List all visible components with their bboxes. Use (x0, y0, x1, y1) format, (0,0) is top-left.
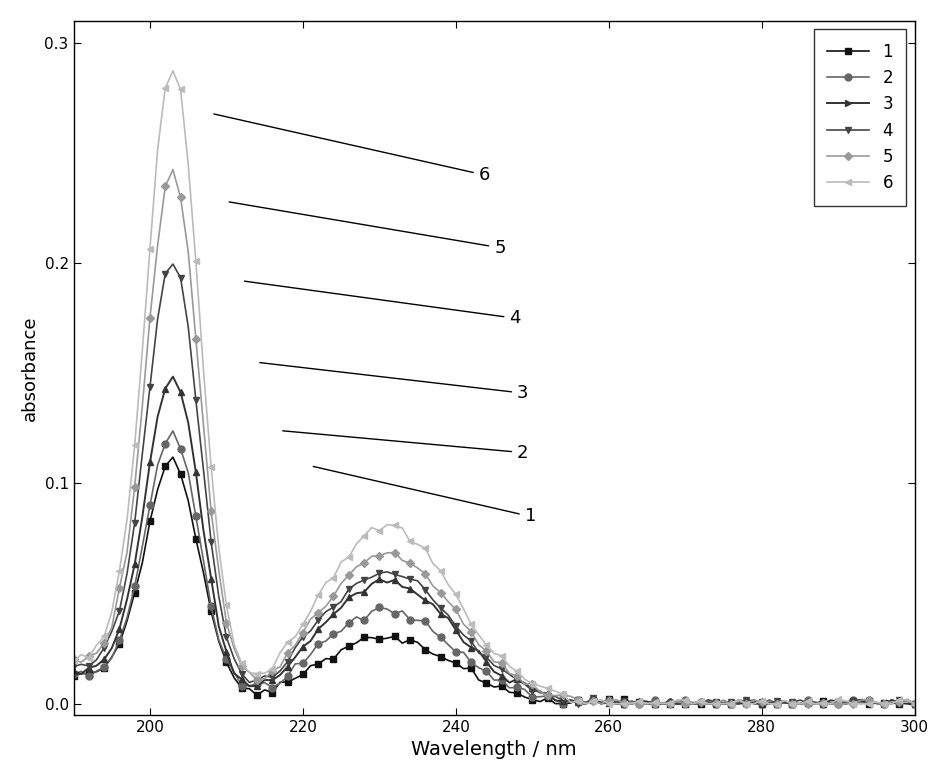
1 (558, 699, 569, 708)
Line: 3: 3 (70, 373, 918, 707)
Text: 3: 3 (259, 363, 528, 402)
5 (389, 548, 400, 557)
4 (389, 569, 400, 579)
3 (389, 575, 400, 584)
3 (167, 372, 179, 381)
Text: 2: 2 (283, 431, 528, 462)
1 (466, 664, 477, 673)
2 (466, 658, 477, 667)
X-axis label: Wavelength / nm: Wavelength / nm (411, 740, 577, 759)
5 (267, 666, 278, 675)
5 (466, 627, 477, 636)
4 (67, 661, 79, 671)
1 (894, 699, 905, 708)
Line: 2: 2 (70, 427, 918, 707)
Legend: 1, 2, 3, 4, 5, 6: 1, 2, 3, 4, 5, 6 (814, 29, 906, 205)
5 (67, 654, 79, 664)
6 (909, 699, 921, 708)
Text: 1: 1 (314, 466, 536, 526)
6 (894, 695, 905, 704)
3 (580, 699, 592, 708)
Line: 6: 6 (70, 67, 918, 707)
4 (167, 260, 179, 269)
6 (67, 657, 79, 666)
2 (167, 426, 179, 435)
6 (267, 664, 278, 673)
4 (909, 699, 921, 708)
1 (909, 699, 921, 708)
Text: 6: 6 (214, 114, 490, 184)
3 (290, 652, 301, 661)
Y-axis label: absorbance: absorbance (21, 315, 39, 420)
1 (389, 632, 400, 641)
Line: 5: 5 (70, 167, 918, 707)
4 (565, 696, 577, 705)
2 (894, 697, 905, 707)
2 (558, 699, 569, 708)
1 (67, 671, 79, 680)
6 (167, 66, 179, 76)
5 (580, 699, 592, 708)
5 (894, 697, 905, 707)
2 (290, 659, 301, 668)
6 (565, 697, 577, 707)
1 (267, 688, 278, 697)
3 (909, 699, 921, 708)
2 (389, 609, 400, 619)
Line: 1: 1 (70, 454, 918, 707)
5 (290, 640, 301, 650)
6 (580, 699, 592, 708)
2 (67, 670, 79, 679)
6 (389, 520, 400, 530)
5 (909, 699, 921, 708)
Line: 4: 4 (70, 261, 918, 707)
4 (573, 699, 584, 708)
2 (573, 696, 584, 705)
3 (466, 643, 477, 652)
1 (290, 674, 301, 683)
1 (167, 452, 179, 462)
3 (267, 675, 278, 685)
5 (167, 165, 179, 174)
4 (894, 695, 905, 704)
2 (267, 682, 278, 692)
5 (565, 692, 577, 701)
6 (290, 632, 301, 641)
Text: 5: 5 (229, 202, 505, 257)
1 (573, 695, 584, 704)
Text: 4: 4 (244, 281, 521, 328)
2 (909, 699, 921, 708)
4 (267, 672, 278, 682)
6 (466, 619, 477, 629)
4 (466, 636, 477, 646)
3 (894, 698, 905, 707)
4 (290, 643, 301, 652)
3 (67, 666, 79, 675)
3 (565, 696, 577, 705)
